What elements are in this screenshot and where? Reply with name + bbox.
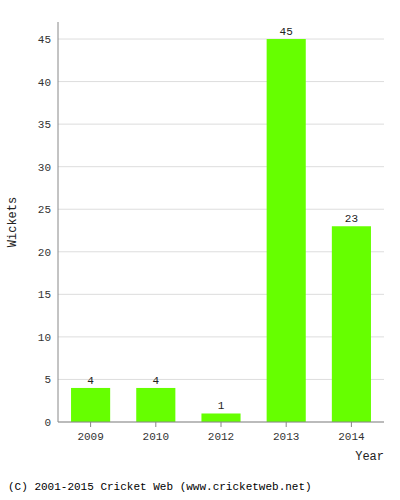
data-label: 45 [280,26,293,38]
bar [71,388,110,422]
x-tick-label: 2014 [338,431,365,443]
grid-line [58,209,384,210]
chart: 0 5 10 15 20 25 30 35 40 45 4 4 1 45 23 2009 2010 2012 201… [0,0,400,500]
y-tick-label: 10 [38,332,51,344]
data-label: 1 [218,400,225,412]
y-tick-label: 5 [44,374,51,386]
x-tick-label: 2009 [77,431,103,443]
data-label: 4 [152,375,159,387]
x-tick-label: 2010 [143,431,169,443]
grid-line [58,166,384,167]
chart-container: 0 5 10 15 20 25 30 35 40 45 4 4 1 45 23 2009 2010 2012 201… [0,0,400,500]
bars [71,39,371,422]
grid-line [58,39,384,40]
bar [267,39,306,422]
grid-line [58,81,384,82]
y-tick-label: 0 [44,417,51,429]
y-axis-label: Wickets [6,197,20,247]
y-grid [58,39,384,422]
data-label: 4 [87,375,94,387]
y-tick-label: 30 [38,162,51,174]
x-tick [155,422,156,427]
y-tick-label: 45 [38,34,51,46]
bar [332,226,371,422]
x-tick [286,422,287,427]
x-tick-label: 2013 [273,431,299,443]
y-tick-label: 35 [38,119,51,131]
y-tick-label: 40 [38,77,51,89]
data-label: 23 [345,213,358,225]
bar [201,413,240,422]
y-axis-line [58,22,59,422]
x-tick [90,422,91,427]
x-tick [221,422,222,427]
x-axis-label: Year [355,450,384,464]
x-tick-label: 2012 [208,431,234,443]
grid-line [58,124,384,125]
footer-text: (C) 2001-2015 Cricket Web (www.cricketwe… [8,481,312,493]
y-tick-label: 20 [38,247,51,259]
y-tick-label: 15 [38,289,51,301]
x-tick [351,422,352,427]
bar [136,388,175,422]
y-tick-label: 25 [38,204,51,216]
